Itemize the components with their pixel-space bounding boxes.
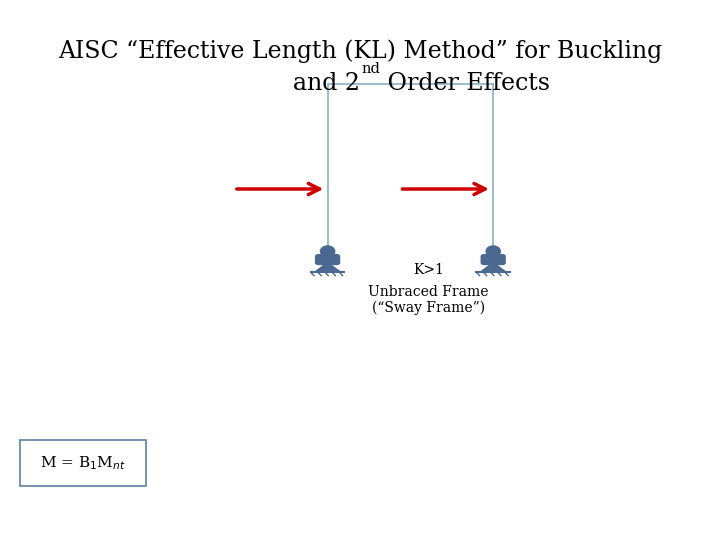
Polygon shape — [315, 262, 341, 272]
Text: nd: nd — [361, 62, 380, 76]
Text: (“Sway Frame”): (“Sway Frame”) — [372, 301, 485, 315]
Text: Unbraced Frame: Unbraced Frame — [368, 285, 489, 299]
Text: AISC “Effective Length (KL) Method” for Buckling: AISC “Effective Length (KL) Method” for … — [58, 39, 662, 63]
FancyBboxPatch shape — [20, 440, 146, 486]
Text: K>1: K>1 — [413, 263, 444, 277]
Polygon shape — [480, 262, 506, 272]
Circle shape — [320, 246, 335, 256]
Text: and 2: and 2 — [293, 72, 360, 95]
Circle shape — [486, 246, 500, 256]
Text: Order Effects: Order Effects — [380, 72, 550, 95]
FancyBboxPatch shape — [315, 254, 341, 265]
Text: M = B$_1$M$_{nt}$: M = B$_1$M$_{nt}$ — [40, 454, 126, 472]
FancyBboxPatch shape — [480, 254, 506, 265]
